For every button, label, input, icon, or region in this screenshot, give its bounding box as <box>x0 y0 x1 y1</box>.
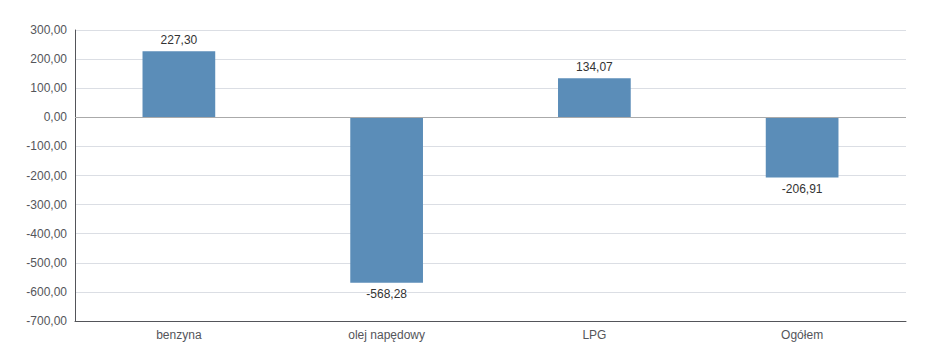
svg-text:-200,00: -200,00 <box>26 169 67 183</box>
svg-text:Ogółem: Ogółem <box>781 328 823 342</box>
svg-text:olej napędowy: olej napędowy <box>348 328 425 342</box>
svg-text:134,07: 134,07 <box>576 60 613 74</box>
svg-text:300,00: 300,00 <box>30 23 67 37</box>
svg-text:-400,00: -400,00 <box>26 227 67 241</box>
svg-text:-700,00: -700,00 <box>26 314 67 328</box>
svg-text:200,00: 200,00 <box>30 52 67 66</box>
svg-text:0,00: 0,00 <box>44 110 68 124</box>
svg-text:-600,00: -600,00 <box>26 285 67 299</box>
svg-text:-500,00: -500,00 <box>26 256 67 270</box>
svg-text:-206,91: -206,91 <box>782 182 823 196</box>
svg-text:LPG: LPG <box>582 328 606 342</box>
svg-text:benzyna: benzyna <box>156 328 202 342</box>
svg-text:-568,28: -568,28 <box>366 287 407 301</box>
svg-text:-300,00: -300,00 <box>26 198 67 212</box>
svg-text:100,00: 100,00 <box>30 81 67 95</box>
svg-text:-100,00: -100,00 <box>26 139 67 153</box>
svg-text:227,30: 227,30 <box>161 33 198 47</box>
